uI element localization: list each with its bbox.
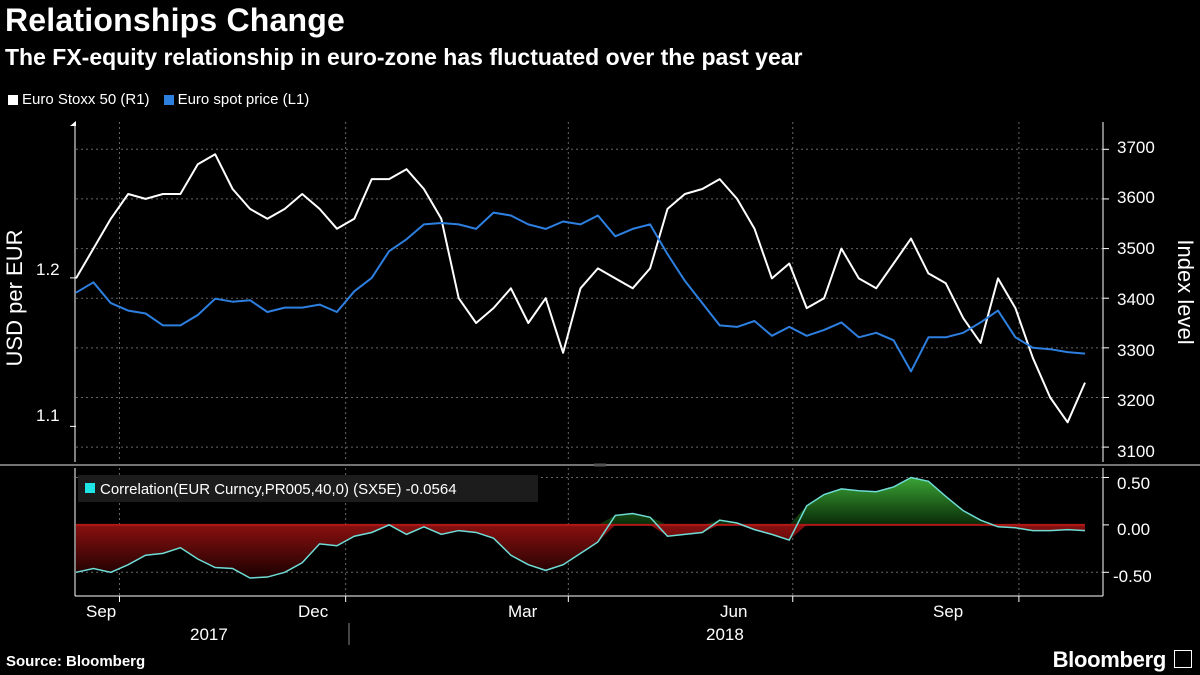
corr-tick-label: 0.00 <box>1117 520 1150 539</box>
x-month-label: Sep <box>933 602 963 621</box>
left-tick-label: 1.1 <box>36 406 60 425</box>
legend-item-stoxx: Euro Stoxx 50 (R1) <box>8 91 150 108</box>
legend-swatch-euro <box>163 94 174 105</box>
legend-label-euro: Euro spot price (L1) <box>177 91 310 108</box>
correlation-label-box <box>78 475 538 502</box>
right-tick-label: 3200 <box>1117 391 1155 410</box>
x-month-label: Sep <box>86 602 116 621</box>
legend: Euro Stoxx 50 (R1) Euro spot price (L1) <box>8 91 323 108</box>
right-tick-label: 3700 <box>1117 138 1155 157</box>
left-axis-title: USD per EUR <box>2 230 27 367</box>
right-tick-label: 3400 <box>1117 290 1155 309</box>
upper-grid <box>76 122 1103 462</box>
correlation-positive-fill <box>76 477 1085 525</box>
left-tick-label: 1.2 <box>36 260 60 279</box>
right-tick-label: 3300 <box>1117 341 1155 360</box>
correlation-label: Correlation(EUR Curncy,PR005,40,0) (SX5E… <box>100 481 457 498</box>
legend-item-euro: Euro spot price (L1) <box>163 91 310 108</box>
x-year-label: 2017 <box>190 625 228 644</box>
x-month-label: Jun <box>720 602 747 621</box>
correlation-negative-fill <box>76 524 1085 578</box>
right-tick-label: 3500 <box>1117 239 1155 258</box>
x-month-label: Dec <box>298 602 329 621</box>
axis-arrow <box>70 121 76 126</box>
corr-tick-label: -0.50 <box>1113 567 1152 586</box>
correlation-line <box>75 476 1086 579</box>
source-note: Source: Bloomberg <box>6 653 146 670</box>
right-tick-label: 3100 <box>1117 442 1155 461</box>
bloomberg-logo: Bloomberg <box>1052 647 1167 672</box>
correlation-area <box>75 476 1086 579</box>
euro-stoxx-50-line <box>75 153 1086 424</box>
series-lines <box>75 153 1086 424</box>
right-axis-title: Index level <box>1173 239 1198 344</box>
chart-subtitle: The FX-equity relationship in euro-zone … <box>5 44 803 70</box>
axes <box>70 121 1109 602</box>
legend-label-stoxx: Euro Stoxx 50 (R1) <box>22 91 150 108</box>
chart-title: Relationships Change <box>5 2 346 38</box>
correlation-swatch <box>85 483 95 493</box>
corr-tick-label: 0.50 <box>1117 474 1150 493</box>
x-year-label: 2018 <box>706 625 744 644</box>
x-month-label: Mar <box>508 602 538 621</box>
euro-spot-price-line <box>75 211 1086 373</box>
right-tick-label: 3600 <box>1117 188 1155 207</box>
legend-swatch-stoxx <box>8 94 18 105</box>
bloomberg-terminal-icon <box>1174 650 1192 668</box>
